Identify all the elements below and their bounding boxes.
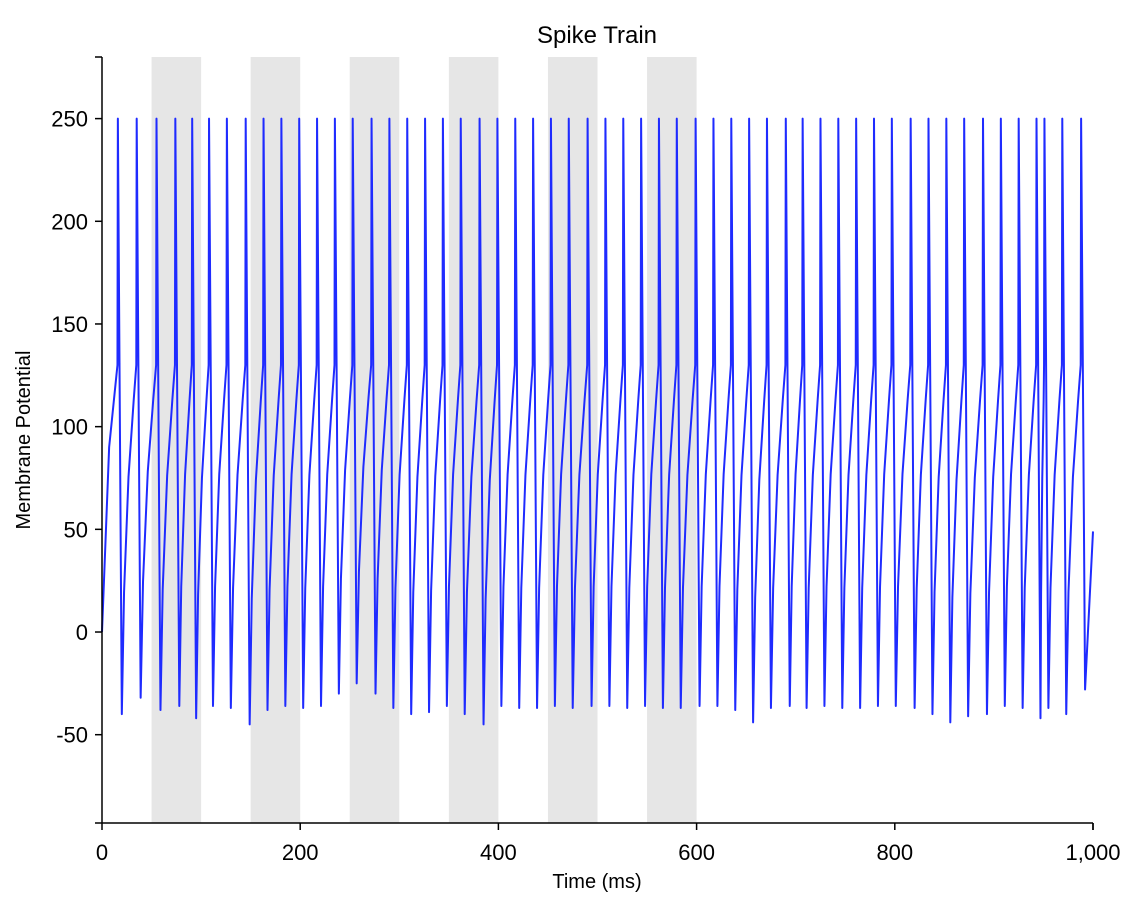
- y-tick-label-1: 0: [76, 620, 88, 645]
- chart-title: Spike Train: [537, 22, 657, 49]
- membrane-potential-line: [101, 117, 1094, 726]
- x-tick-label-0: 0: [96, 840, 108, 865]
- y-tick-label-3: 100: [51, 415, 88, 440]
- series-layer: [101, 117, 1094, 726]
- x-tick-label-5: 1,000: [1065, 840, 1120, 865]
- y-axis-title: Membrane Potential: [13, 351, 35, 530]
- y-tick-label-2: 50: [64, 517, 88, 542]
- x-tick-label-4: 800: [876, 840, 913, 865]
- y-tick-label-4: 150: [51, 312, 88, 337]
- y-tick-label-5: 200: [51, 209, 88, 234]
- y-tick-label-0: -50: [56, 723, 88, 748]
- x-tick-label-2: 400: [480, 840, 517, 865]
- axes: 0 200 400 600 800 1,000 -50 0 50 100 150 200 250: [51, 56, 1121, 865]
- y-tick-label-6: 250: [51, 107, 88, 132]
- x-axis-ticks: 0 200 400 600 800 1,000: [96, 823, 1121, 865]
- x-axis-title: Time (ms): [552, 871, 641, 893]
- x-tick-label-1: 200: [282, 840, 319, 865]
- y-axis-ticks: -50 0 50 100 150 200 250: [51, 56, 102, 824]
- x-tick-label-3: 600: [678, 840, 715, 865]
